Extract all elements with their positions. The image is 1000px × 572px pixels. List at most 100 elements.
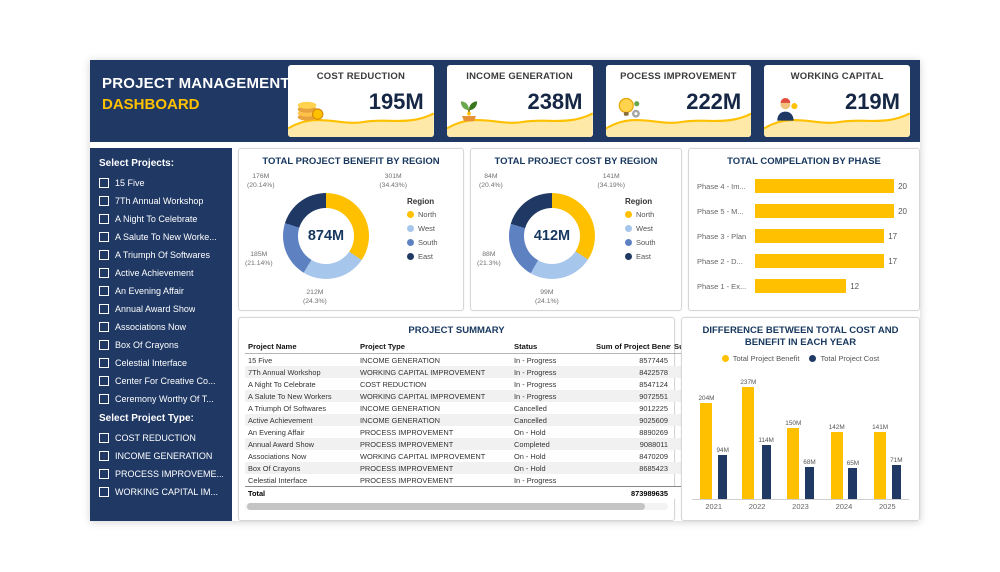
summary-column-header[interactable]: Sum of Project Benefit	[593, 340, 671, 354]
legend-item-south[interactable]: South	[625, 238, 675, 247]
summary-cell: In - Progress	[514, 355, 557, 365]
kpi-card-cost-reduction[interactable]: COST REDUCTION 195M	[288, 65, 434, 137]
phase-bar[interactable]	[755, 279, 847, 293]
checkbox-icon[interactable]	[99, 249, 109, 260]
benefit-donut-chart[interactable]: 874M	[283, 193, 369, 279]
summary-row[interactable]: Box Of Crayons PROCESS IMPROVEMENT On - Ho…	[245, 462, 693, 474]
cost-bar[interactable]	[848, 467, 858, 499]
project-type-filter-item[interactable]: PROCESS IMPROVEME...	[99, 468, 223, 479]
kpi-card-working-capital[interactable]: WORKING CAPITAL 219M	[764, 65, 910, 137]
legend-item-west[interactable]: West	[407, 224, 457, 233]
checkbox-icon[interactable]	[99, 231, 109, 242]
kpi-card-income-generation[interactable]: INCOME GENERATION 238M	[446, 65, 593, 137]
cost-bar[interactable]	[891, 464, 901, 499]
project-type-filter-item[interactable]: COST REDUCTION	[99, 432, 223, 443]
benefit-donut-hole: 874M	[298, 208, 354, 264]
phase-bar[interactable]	[755, 204, 895, 218]
checkbox-icon[interactable]	[99, 321, 109, 332]
legend-item-east[interactable]: East	[407, 252, 457, 261]
project-filter-item[interactable]: Associations Now	[99, 321, 223, 332]
summary-row[interactable]: 15 Five INCOME GENERATION In - Progress 857…	[245, 354, 693, 367]
project-type-filter-item[interactable]: INCOME GENERATION	[99, 450, 223, 461]
legend-item[interactable]: Total Project Benefit	[721, 354, 799, 363]
checkbox-icon[interactable]	[99, 303, 109, 314]
phase-bar[interactable]	[755, 254, 885, 268]
benefit-bar[interactable]	[830, 431, 843, 499]
checkbox-icon[interactable]	[99, 267, 109, 278]
cost-benefit-by-year-title: DIFFERENCE BETWEEN TOTAL COST AND BENEFI…	[702, 325, 899, 349]
summary-column-header[interactable]: Project Name	[245, 340, 357, 354]
bar-wrap: 150M	[785, 420, 801, 499]
phase-bar[interactable]	[755, 179, 895, 193]
checkbox-icon[interactable]	[99, 432, 109, 443]
table-scrollbar-track[interactable]	[245, 503, 668, 510]
summary-row[interactable]: 7Th Annual Workshop WORKING CAPITAL IMPRO…	[245, 366, 693, 378]
phase-axis-label: Phase 1 - Ex...	[697, 281, 747, 291]
region-legend: Region North West South East	[625, 169, 675, 305]
phase-value-label: 20	[898, 206, 907, 216]
benefit-bar[interactable]	[874, 431, 887, 499]
checkbox-icon[interactable]	[99, 468, 109, 479]
summary-cell: 8685423	[639, 463, 668, 473]
checkbox-icon[interactable]	[99, 285, 109, 296]
project-filter-item[interactable]: Annual Award Show	[99, 303, 223, 314]
filter-label: PROCESS IMPROVEME...	[115, 468, 223, 479]
checkbox-icon[interactable]	[99, 486, 109, 497]
legend-item-west[interactable]: West	[625, 224, 675, 233]
checkbox-icon[interactable]	[99, 177, 109, 188]
project-type-filter-item[interactable]: WORKING CAPITAL IM...	[99, 486, 223, 497]
summary-cell: INCOME GENERATION	[360, 355, 440, 365]
project-filter-item[interactable]: Celestial Interface	[99, 357, 223, 368]
checkbox-icon[interactable]	[99, 357, 109, 368]
legend-item-north[interactable]: North	[625, 210, 675, 219]
summary-row[interactable]: An Evening Affair PROCESS IMPROVEMENT On -…	[245, 426, 693, 438]
legend-item-south[interactable]: South	[407, 238, 457, 247]
project-filter-item[interactable]: Box Of Crayons	[99, 339, 223, 350]
summary-row[interactable]: Active Achievement INCOME GENERATION Cance…	[245, 414, 693, 426]
checkbox-icon[interactable]	[99, 213, 109, 224]
checkbox-icon[interactable]	[99, 195, 109, 206]
summary-row[interactable]: A Triumph Of Softwares INCOME GENERATION C…	[245, 402, 693, 414]
summary-row[interactable]: A Salute To New Workers WORKING CAPITAL I…	[245, 390, 693, 402]
project-filter-item[interactable]: Ceremony Worthy Of T...	[99, 393, 223, 404]
kpi-card-pocess-improvement[interactable]: POCESS IMPROVEMENT 222M	[605, 65, 752, 137]
filter-label: Celestial Interface	[115, 357, 188, 368]
summary-cell: PROCESS IMPROVEMENT	[360, 439, 454, 449]
legend-item[interactable]: Total Project Cost	[809, 354, 879, 363]
summary-cell: 8547124	[639, 379, 668, 389]
project-filter-item[interactable]: Center For Creative Co...	[99, 375, 223, 386]
legend-item-north[interactable]: North	[407, 210, 457, 219]
summary-row[interactable]: Annual Award Show PROCESS IMPROVEMENT Comp…	[245, 438, 693, 450]
summary-column-header[interactable]: Status	[511, 340, 593, 354]
benefit-bar[interactable]	[787, 427, 800, 499]
legend-item-east[interactable]: East	[625, 252, 675, 261]
project-filter-item[interactable]: A Night To Celebrate	[99, 213, 223, 224]
phase-bar[interactable]	[755, 229, 885, 243]
project-filter-item[interactable]: Active Achievement	[99, 267, 223, 278]
checkbox-icon[interactable]	[99, 450, 109, 461]
benefit-bar[interactable]	[700, 402, 713, 499]
filter-label: 7Th Annual Workshop	[115, 195, 204, 206]
summary-row[interactable]: Celestial Interface PROCESS IMPROVEMENT In…	[245, 474, 693, 487]
checkbox-icon[interactable]	[99, 375, 109, 386]
cost-bar[interactable]	[761, 444, 771, 499]
checkbox-icon[interactable]	[99, 393, 109, 404]
year-axis-label: 2024	[835, 501, 853, 511]
project-filter-item[interactable]: 7Th Annual Workshop	[99, 195, 223, 206]
project-filter-item[interactable]: An Evening Affair	[99, 285, 223, 296]
summary-row[interactable]: A Night To Celebrate COST REDUCTION In - P…	[245, 378, 693, 390]
project-filter-item[interactable]: A Triumph Of Softwares	[99, 249, 223, 260]
cost-bar[interactable]	[718, 454, 728, 499]
project-filter-item[interactable]: A Salute To New Worke...	[99, 231, 223, 242]
summary-row[interactable]: Associations Now WORKING CAPITAL IMPROVEM…	[245, 450, 693, 462]
filter-label: Ceremony Worthy Of T...	[115, 393, 214, 404]
summary-cell: 9072551	[639, 391, 668, 401]
benefit-bar[interactable]	[742, 386, 755, 499]
project-filter-item[interactable]: 15 Five	[99, 177, 223, 188]
table-scrollbar-thumb[interactable]	[247, 503, 645, 510]
filter-label: Active Achievement	[115, 267, 194, 278]
checkbox-icon[interactable]	[99, 339, 109, 350]
cost-donut-chart[interactable]: 412M	[509, 193, 595, 279]
cost-bar[interactable]	[805, 466, 815, 499]
summary-column-header[interactable]: Project Type	[357, 340, 511, 354]
